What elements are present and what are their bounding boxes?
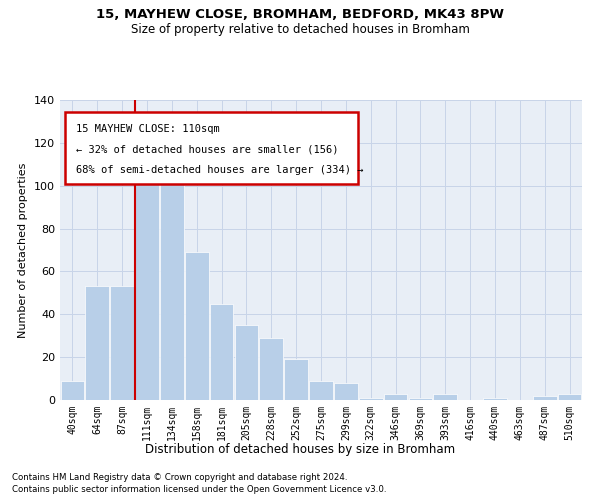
Text: ← 32% of detached houses are smaller (156): ← 32% of detached houses are smaller (15… bbox=[76, 144, 338, 154]
Bar bbox=[185, 252, 209, 400]
Bar bbox=[135, 182, 159, 400]
Bar bbox=[210, 304, 233, 400]
Bar bbox=[284, 360, 308, 400]
Bar bbox=[85, 286, 109, 400]
Y-axis label: Number of detached properties: Number of detached properties bbox=[19, 162, 28, 338]
Bar bbox=[110, 286, 134, 400]
Bar bbox=[409, 398, 432, 400]
Bar bbox=[433, 394, 457, 400]
Bar bbox=[235, 325, 258, 400]
Text: Contains HM Land Registry data © Crown copyright and database right 2024.: Contains HM Land Registry data © Crown c… bbox=[12, 472, 347, 482]
Text: 15 MAYHEW CLOSE: 110sqm: 15 MAYHEW CLOSE: 110sqm bbox=[76, 124, 220, 134]
Text: Contains public sector information licensed under the Open Government Licence v3: Contains public sector information licen… bbox=[12, 485, 386, 494]
FancyBboxPatch shape bbox=[65, 112, 358, 184]
Bar bbox=[558, 394, 581, 400]
Bar bbox=[160, 160, 184, 400]
Bar bbox=[334, 383, 358, 400]
Bar bbox=[259, 338, 283, 400]
Text: 68% of semi-detached houses are larger (334) →: 68% of semi-detached houses are larger (… bbox=[76, 165, 363, 175]
Text: Distribution of detached houses by size in Bromham: Distribution of detached houses by size … bbox=[145, 442, 455, 456]
Bar bbox=[483, 398, 507, 400]
Bar bbox=[309, 380, 333, 400]
Text: Size of property relative to detached houses in Bromham: Size of property relative to detached ho… bbox=[131, 22, 469, 36]
Text: 15, MAYHEW CLOSE, BROMHAM, BEDFORD, MK43 8PW: 15, MAYHEW CLOSE, BROMHAM, BEDFORD, MK43… bbox=[96, 8, 504, 20]
Bar bbox=[359, 398, 383, 400]
Bar bbox=[384, 394, 407, 400]
Bar bbox=[61, 380, 84, 400]
Bar bbox=[533, 396, 557, 400]
